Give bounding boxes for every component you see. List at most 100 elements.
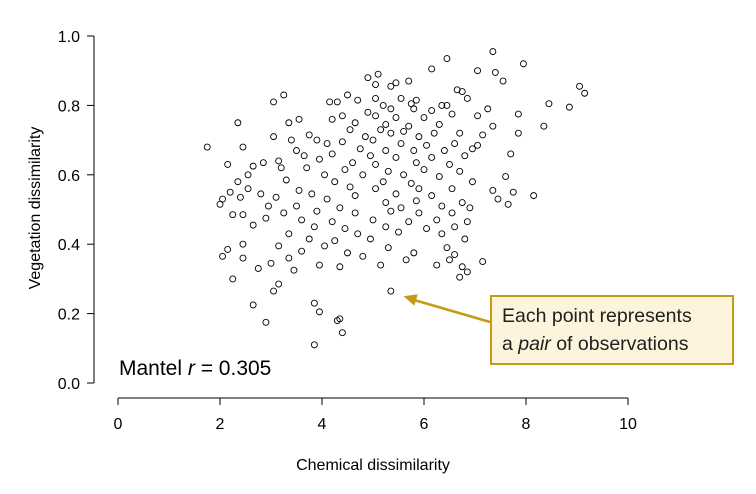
callout-arrow	[403, 294, 491, 324]
data-point	[463, 268, 471, 276]
data-point	[392, 79, 400, 87]
data-point	[298, 247, 306, 255]
data-point	[300, 152, 308, 160]
data-point	[369, 216, 377, 224]
data-point	[451, 140, 459, 148]
data-point	[270, 133, 277, 141]
data-point	[282, 176, 290, 184]
data-point	[397, 95, 405, 102]
data-point	[565, 103, 573, 111]
data-point	[397, 204, 405, 212]
callout-line-2-suffix: of observations	[550, 333, 689, 355]
data-point	[392, 114, 400, 121]
data-point	[267, 259, 275, 267]
data-point	[428, 65, 436, 73]
data-point	[415, 209, 423, 217]
data-point	[456, 273, 464, 281]
data-point	[428, 107, 436, 115]
data-point	[430, 129, 438, 137]
data-point	[392, 190, 400, 198]
data-point	[259, 159, 267, 167]
data-point	[504, 200, 512, 208]
data-point	[234, 119, 242, 127]
data-point	[382, 223, 390, 231]
data-point	[489, 122, 497, 130]
data-point	[367, 152, 374, 160]
y-axis: 0.0 0.2 0.4 0.6 0.8 1.0	[58, 29, 95, 393]
data-point	[359, 252, 367, 260]
data-point	[438, 101, 446, 109]
data-point	[387, 105, 395, 113]
data-point	[328, 218, 336, 226]
data-point	[341, 225, 349, 233]
data-point	[502, 173, 510, 180]
data-point	[328, 115, 336, 123]
data-point	[484, 105, 492, 113]
data-point	[433, 216, 441, 224]
data-point	[277, 164, 285, 172]
data-point	[474, 112, 481, 120]
data-point	[308, 190, 316, 198]
data-point	[293, 147, 300, 154]
data-point	[219, 252, 227, 260]
data-point	[474, 67, 481, 75]
data-point	[239, 254, 247, 262]
data-point	[229, 211, 237, 219]
data-point	[305, 235, 313, 243]
data-point	[239, 143, 247, 151]
data-point	[412, 159, 420, 167]
data-point	[372, 95, 379, 102]
data-point	[410, 105, 418, 113]
data-point	[540, 122, 548, 130]
data-point	[336, 315, 344, 323]
y-tick-label: 0.2	[58, 307, 80, 324]
data-point	[346, 126, 354, 134]
data-point	[344, 249, 351, 257]
data-point	[440, 147, 448, 154]
data-point	[372, 160, 379, 168]
x-tick-label: 6	[420, 416, 429, 433]
data-point	[338, 138, 346, 146]
data-point	[280, 91, 288, 99]
data-point	[412, 96, 420, 104]
data-point	[351, 209, 359, 217]
data-point	[514, 110, 522, 118]
data-point	[377, 261, 385, 269]
data-points	[203, 48, 589, 349]
data-point	[415, 133, 423, 141]
callout-line-2: a pair of observations	[502, 330, 724, 358]
data-point	[336, 204, 344, 212]
data-point	[382, 199, 390, 207]
data-point	[433, 261, 441, 269]
data-point	[415, 185, 423, 193]
data-point	[377, 126, 385, 134]
data-point	[262, 318, 270, 326]
data-point	[275, 242, 283, 250]
data-point	[576, 82, 583, 90]
data-point	[479, 131, 487, 139]
data-point	[387, 207, 395, 215]
data-point	[420, 166, 428, 174]
data-point	[244, 171, 252, 179]
data-point	[290, 266, 298, 274]
data-point	[280, 209, 288, 217]
data-point	[333, 98, 341, 106]
data-point	[392, 153, 400, 161]
data-point	[489, 186, 497, 194]
data-point	[331, 178, 339, 186]
data-point	[509, 188, 517, 196]
data-point	[410, 147, 418, 154]
data-point	[331, 237, 339, 245]
data-point	[354, 96, 362, 104]
data-point	[466, 204, 474, 212]
data-point	[402, 256, 410, 264]
data-point	[285, 230, 293, 238]
data-point	[581, 89, 589, 97]
callout-box: Each point represents a pair of observat…	[490, 295, 734, 365]
data-point	[407, 180, 415, 187]
data-point	[448, 185, 456, 193]
x-axis: 0 2 4 6 8 10	[114, 397, 637, 433]
x-tick-label: 0	[114, 416, 123, 433]
data-point	[303, 164, 311, 172]
